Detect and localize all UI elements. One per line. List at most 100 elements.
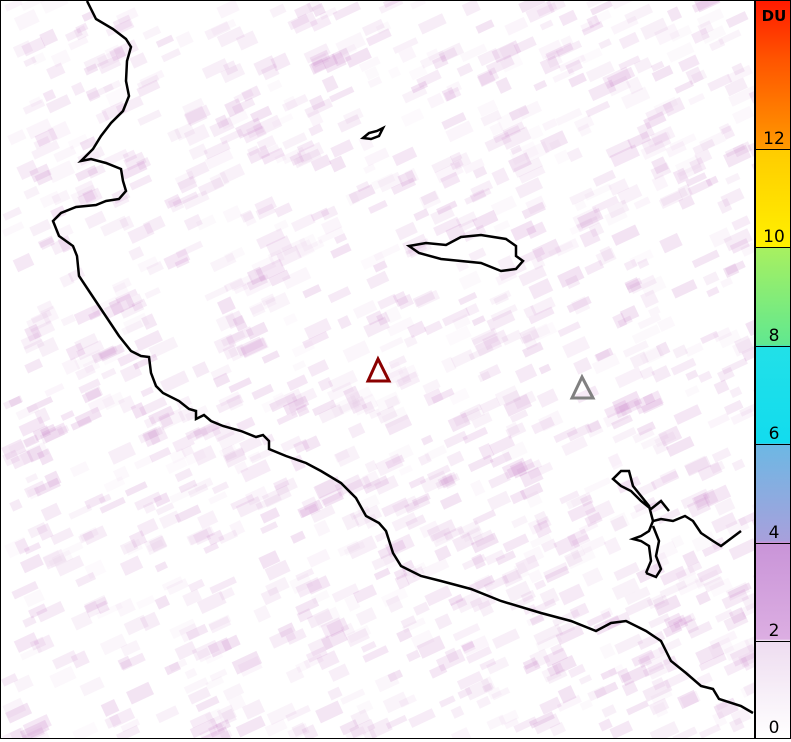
so2-pixel xyxy=(330,243,351,259)
so2-pixel xyxy=(307,549,331,568)
so2-pixel xyxy=(160,370,189,392)
so2-pixel xyxy=(364,147,389,166)
so2-pixel xyxy=(330,139,353,157)
so2-pixel xyxy=(468,247,486,261)
so2-pixel xyxy=(322,75,339,92)
so2-pixel xyxy=(242,699,265,719)
map-panel[interactable] xyxy=(0,0,755,739)
so2-pixel xyxy=(395,222,418,241)
so2-pixel xyxy=(70,461,90,477)
so2-pixel xyxy=(155,595,170,610)
so2-pixel xyxy=(2,728,24,738)
so2-pixel xyxy=(510,220,536,241)
so2-pixel xyxy=(459,271,482,290)
so2-pixel xyxy=(421,435,433,446)
so2-pixel xyxy=(343,340,371,362)
so2-pixel xyxy=(51,49,71,67)
so2-pixel xyxy=(406,650,420,662)
so2-pixel xyxy=(650,721,680,738)
so2-pixel xyxy=(470,480,485,497)
so2-pixel xyxy=(307,359,329,377)
so2-pixel xyxy=(25,473,38,483)
map-canvas xyxy=(1,1,754,738)
so2-pixel xyxy=(356,607,377,626)
so2-pixel xyxy=(673,404,701,425)
so2-pixel xyxy=(246,322,268,340)
so2-pixel xyxy=(614,634,643,655)
so2-pixel xyxy=(141,387,154,398)
so2-pixel xyxy=(612,427,636,443)
so2-pixel xyxy=(329,156,346,173)
so2-pixel xyxy=(472,315,486,326)
so2-pixel xyxy=(61,314,76,326)
so2-pixel xyxy=(72,722,98,738)
so2-pixel xyxy=(611,225,640,246)
so2-pixel xyxy=(614,562,640,581)
so2-pixel xyxy=(562,336,590,358)
so2-pixel xyxy=(640,290,659,309)
colorbar-tick-label: 12 xyxy=(756,131,791,148)
so2-pixel xyxy=(401,108,424,127)
so2-pixel xyxy=(725,173,740,185)
so2-pixel xyxy=(753,378,754,399)
so2-pixel xyxy=(315,700,343,723)
so2-pixel xyxy=(260,507,280,523)
so2-pixel xyxy=(52,650,78,669)
so2-pixel xyxy=(212,481,229,494)
so2-pixel xyxy=(262,350,280,363)
so2-pixel xyxy=(539,364,552,375)
so2-pixel xyxy=(685,385,700,397)
so2-pixel xyxy=(175,641,198,660)
so2-pixel xyxy=(197,510,218,529)
so2-pixel xyxy=(388,66,401,79)
colorbar-tick-label: 8 xyxy=(756,328,791,345)
so2-pixel xyxy=(447,451,465,467)
so2-pixel xyxy=(611,16,639,35)
so2-pixel xyxy=(260,521,278,534)
so2-pixel xyxy=(598,38,611,49)
so2-pixel xyxy=(700,331,719,344)
so2-pixel xyxy=(80,677,105,697)
so2-pixel xyxy=(49,666,76,688)
so2-pixel xyxy=(290,531,306,544)
so2-pixel xyxy=(584,477,611,494)
so2-pixel xyxy=(567,147,583,162)
so2-pixel xyxy=(651,365,671,382)
so2-pixel xyxy=(219,163,245,183)
so2-pixel xyxy=(486,715,506,731)
so2-pixel xyxy=(601,704,616,717)
so2-pixel xyxy=(413,208,429,221)
so2-pixel xyxy=(515,364,537,384)
so2-pixel xyxy=(439,695,456,707)
so2-pixel xyxy=(14,9,40,31)
so2-pixel xyxy=(87,164,106,179)
so2-pixel xyxy=(492,628,520,649)
so2-pixel xyxy=(419,190,441,210)
so2-pixel xyxy=(365,460,378,473)
so2-pixel xyxy=(129,52,147,68)
so2-pixel xyxy=(274,203,292,218)
so2-pixel xyxy=(427,93,445,109)
so2-pixel xyxy=(751,156,754,175)
so2-pixel xyxy=(435,613,453,629)
so2-pixel xyxy=(292,360,306,371)
so2-pixel xyxy=(291,214,316,232)
so2-pixel xyxy=(120,556,143,576)
so2-pixel xyxy=(43,89,56,102)
so2-pixel xyxy=(392,147,417,166)
so2-pixel xyxy=(632,324,661,344)
so2-pixel xyxy=(476,696,491,709)
so2-pixel xyxy=(604,537,622,555)
so2-pixel xyxy=(328,664,349,682)
so2-pixel xyxy=(667,6,682,22)
so2-pixel xyxy=(197,591,227,614)
so2-pixel xyxy=(236,716,266,738)
so2-pixel xyxy=(418,13,447,34)
so2-pixel xyxy=(585,101,610,117)
so2-pixel xyxy=(144,287,160,299)
so2-pixel xyxy=(308,123,323,136)
so2-pixel xyxy=(161,48,181,62)
so2-pixel xyxy=(217,296,236,314)
so2-pixel xyxy=(13,253,35,272)
so2-pixel xyxy=(699,724,721,738)
